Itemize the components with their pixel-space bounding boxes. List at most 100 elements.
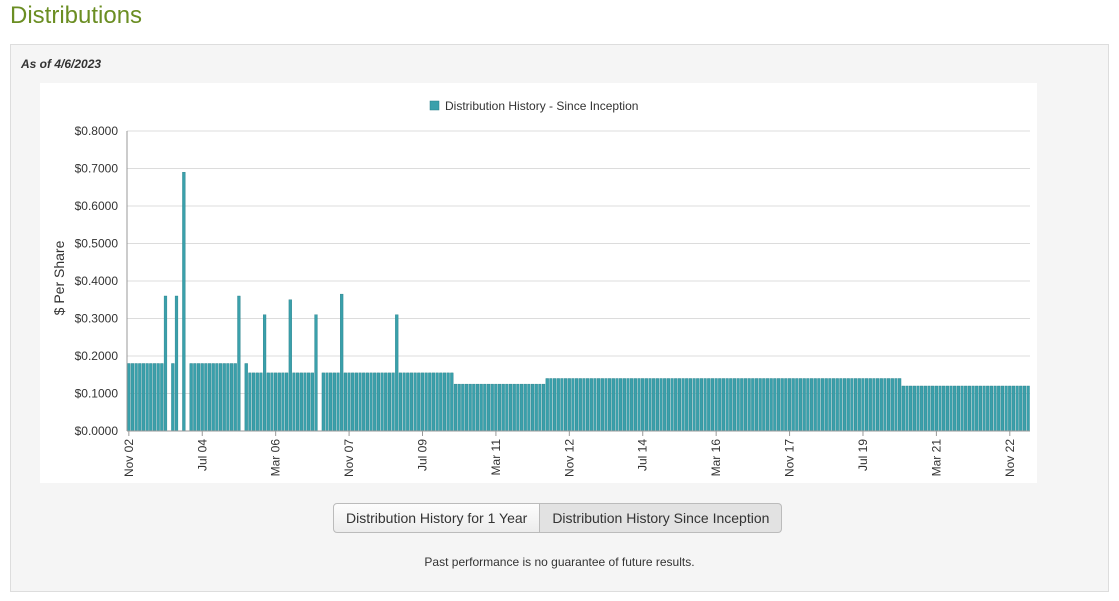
distribution-bar[interactable] — [898, 378, 902, 432]
distribution-bar[interactable] — [340, 293, 344, 432]
distribution-bar[interactable] — [479, 383, 483, 432]
distribution-bar[interactable] — [204, 363, 208, 432]
distribution-bar[interactable] — [417, 372, 421, 432]
distribution-bar[interactable] — [549, 378, 553, 432]
distribution-bar[interactable] — [828, 378, 832, 432]
distribution-bar[interactable] — [989, 385, 993, 432]
distribution-bar[interactable] — [622, 378, 626, 432]
distribution-bar[interactable] — [699, 378, 704, 432]
distribution-bar[interactable] — [468, 383, 472, 432]
distribution-bar[interactable] — [608, 378, 612, 432]
distribution-bar[interactable] — [248, 372, 252, 432]
distribution-bar[interactable] — [630, 378, 634, 432]
distribution-bar[interactable] — [696, 378, 700, 432]
distribution-bar[interactable] — [674, 378, 678, 432]
distribution-bar[interactable] — [424, 372, 428, 432]
distribution-bar[interactable] — [582, 378, 586, 432]
distribution-bar[interactable] — [343, 372, 347, 432]
distribution-bar[interactable] — [953, 385, 957, 432]
distribution-bar[interactable] — [747, 378, 751, 432]
distribution-bar[interactable] — [758, 378, 762, 432]
distribution-bar[interactable] — [934, 385, 938, 432]
distribution-bar[interactable] — [274, 372, 278, 432]
distribution-bar[interactable] — [663, 378, 667, 432]
distribution-bar[interactable] — [960, 385, 964, 432]
distribution-bar[interactable] — [597, 378, 601, 432]
distribution-bar[interactable] — [692, 378, 696, 432]
distribution-bar[interactable] — [329, 372, 333, 432]
distribution-bar[interactable] — [141, 363, 146, 432]
distribution-bar[interactable] — [233, 363, 237, 432]
distribution-bar[interactable] — [494, 383, 498, 432]
distribution-bar[interactable] — [127, 363, 131, 432]
distribution-bar[interactable] — [200, 363, 204, 432]
distribution-bar[interactable] — [806, 378, 810, 432]
distribution-bar[interactable] — [993, 385, 997, 432]
distribution-bar[interactable] — [732, 378, 737, 432]
distribution-bar[interactable] — [791, 378, 795, 432]
distribution-bar[interactable] — [222, 363, 226, 432]
distribution-bar[interactable] — [824, 378, 828, 432]
distribution-bar[interactable] — [134, 363, 138, 432]
distribution-bar[interactable] — [163, 295, 168, 432]
distribution-bar[interactable] — [435, 372, 439, 432]
distribution-bar[interactable] — [831, 378, 836, 432]
distribution-bar[interactable] — [541, 383, 546, 432]
distribution-bar[interactable] — [909, 385, 913, 432]
distribution-bar[interactable] — [883, 378, 887, 432]
distribution-bar[interactable] — [780, 378, 784, 432]
distribution-bar[interactable] — [817, 378, 821, 432]
distribution-bar[interactable] — [923, 385, 927, 432]
distribution-bar[interactable] — [854, 378, 858, 432]
distribution-bar[interactable] — [545, 378, 549, 432]
distribution-bar[interactable] — [971, 385, 975, 432]
distribution-bar[interactable] — [1015, 385, 1019, 432]
distribution-bar[interactable] — [512, 383, 516, 432]
distribution-bar[interactable] — [589, 378, 593, 432]
distribution-bar[interactable] — [1019, 385, 1023, 432]
distribution-bar[interactable] — [516, 383, 520, 432]
distribution-bar[interactable] — [281, 372, 285, 432]
distribution-bar[interactable] — [325, 372, 329, 432]
distribution-bar[interactable] — [1011, 385, 1016, 432]
distribution-bar[interactable] — [149, 363, 153, 432]
distribution-bar[interactable] — [666, 378, 670, 432]
distribution-bar[interactable] — [365, 372, 369, 432]
distribution-bar[interactable] — [982, 385, 986, 432]
distribution-bar[interactable] — [523, 383, 527, 432]
distribution-bar[interactable] — [641, 378, 645, 432]
distribution-bar[interactable] — [439, 372, 443, 432]
distribution-bar[interactable] — [1008, 385, 1012, 432]
distribution-bar[interactable] — [251, 372, 256, 432]
distribution-bar[interactable] — [842, 378, 847, 432]
distribution-bar[interactable] — [890, 378, 894, 432]
distribution-bar[interactable] — [762, 378, 766, 432]
distribution-bar[interactable] — [138, 363, 142, 432]
distribution-bar[interactable] — [299, 372, 303, 432]
distribution-bar[interactable] — [644, 378, 648, 432]
distribution-bar[interactable] — [530, 383, 535, 432]
distribution-bar[interactable] — [358, 372, 362, 432]
distribution-bar[interactable] — [975, 385, 979, 432]
distribution-bar[interactable] — [736, 378, 740, 432]
distribution-bar[interactable] — [508, 383, 513, 432]
distribution-bar[interactable] — [942, 385, 946, 432]
distribution-bar[interactable] — [409, 372, 414, 432]
distribution-bar[interactable] — [586, 378, 590, 432]
distribution-bar[interactable] — [534, 383, 538, 432]
distribution-bar[interactable] — [354, 372, 358, 432]
distribution-bar[interactable] — [721, 378, 726, 432]
distribution-bar[interactable] — [1004, 385, 1008, 432]
distribution-bar[interactable] — [703, 378, 707, 432]
distribution-bar[interactable] — [160, 363, 164, 432]
distribution-bar[interactable] — [483, 383, 487, 432]
distribution-bar[interactable] — [446, 372, 450, 432]
distribution-bar[interactable] — [310, 372, 314, 432]
distribution-bar[interactable] — [769, 378, 773, 432]
distribution-bar[interactable] — [307, 372, 311, 432]
distribution-bar[interactable] — [303, 372, 307, 432]
distribution-bar[interactable] — [497, 383, 502, 432]
distribution-bar[interactable] — [442, 372, 447, 432]
distribution-bar[interactable] — [538, 383, 542, 432]
distribution-bar[interactable] — [263, 314, 267, 432]
